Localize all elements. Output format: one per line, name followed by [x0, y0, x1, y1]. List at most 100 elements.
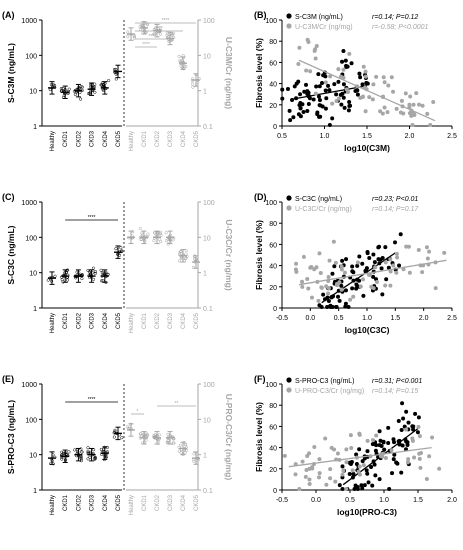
scatter-y-tick-label: 100	[265, 18, 277, 25]
scatter-point	[317, 457, 322, 462]
scatter-point	[348, 297, 353, 302]
scatter-point	[342, 270, 347, 275]
data-point	[184, 64, 188, 68]
data-point	[112, 435, 116, 439]
data-point	[191, 85, 195, 89]
scatter-point	[417, 451, 422, 456]
data-point	[191, 265, 196, 269]
data-point	[126, 35, 130, 39]
scatter-point	[282, 453, 287, 458]
scatter-point	[341, 48, 346, 53]
category-label: CKD1	[63, 130, 69, 147]
scatter-point	[394, 460, 399, 465]
scatter-point	[341, 82, 346, 87]
scatter-point	[342, 105, 347, 110]
category-label: CKD5	[194, 494, 200, 511]
data-point	[67, 87, 71, 91]
scatter-point	[326, 275, 331, 280]
data-point	[125, 425, 130, 429]
scatter-x-tick-label: 1.0	[379, 497, 389, 504]
scatter-point	[316, 298, 321, 303]
scatter-point	[320, 80, 325, 85]
scatter-point	[362, 483, 367, 488]
scatter-point	[340, 475, 345, 480]
data-point	[46, 278, 50, 282]
scatter-point	[374, 433, 379, 438]
scatter-point	[374, 74, 379, 79]
scatter-point	[337, 298, 342, 303]
scatter-point	[416, 247, 421, 252]
scatter-point	[357, 254, 362, 259]
scatter-point	[326, 83, 331, 88]
scatter-y-tick-label: 60	[269, 60, 277, 67]
data-point	[114, 67, 118, 71]
scatter-point	[334, 92, 339, 97]
data-point	[53, 274, 57, 278]
scatter-point	[412, 455, 417, 460]
data-point	[183, 257, 187, 261]
data-point	[119, 246, 123, 250]
scatter-point	[347, 100, 352, 105]
scatter-point	[351, 294, 356, 299]
panel-label: (A)	[2, 10, 15, 20]
scatter-x-title: log10(C3C)	[345, 325, 390, 335]
category-label: Healthy	[129, 495, 135, 515]
data-point	[49, 83, 53, 87]
scatter-point	[292, 84, 297, 89]
scatter-point	[327, 258, 332, 263]
scatter-point	[305, 277, 310, 282]
legend-label: U-C3M/Cr (ng/mg)	[295, 24, 353, 31]
scatter-point	[372, 260, 377, 265]
legend-marker	[286, 13, 292, 19]
scatter-point	[355, 485, 360, 490]
scatter-point	[344, 486, 349, 491]
scatter-point	[323, 88, 328, 93]
regression-line	[298, 259, 447, 286]
scatter-point	[326, 291, 331, 296]
data-point	[144, 433, 148, 437]
left-tick-label: 10	[29, 89, 37, 96]
scatter-point	[325, 304, 330, 309]
data-point	[86, 268, 90, 273]
scatter-x-tick-label: 2.0	[419, 315, 429, 322]
scatter-point	[417, 434, 422, 439]
scatter-x-tick-label: 2.5	[447, 133, 457, 140]
legend-marker	[286, 377, 292, 383]
data-point	[178, 250, 183, 254]
right-tick-label: 100	[203, 382, 215, 389]
regression-line	[288, 446, 432, 468]
scatter-point	[340, 258, 345, 263]
scatter-point	[307, 451, 312, 456]
scatter-point	[303, 474, 308, 479]
data-point	[164, 239, 169, 243]
scatter-point	[369, 465, 374, 470]
scatter-point	[389, 75, 394, 80]
scatter-point	[424, 477, 429, 482]
data-point	[79, 97, 83, 101]
scatter-point	[414, 91, 419, 96]
legend-stat: r=0.23; P<0.01	[372, 196, 418, 203]
scatter-point	[358, 284, 363, 289]
scatter-point	[415, 430, 420, 435]
scatter-y-tick-label: 80	[269, 403, 277, 410]
data-point	[88, 91, 92, 96]
data-point	[67, 450, 71, 454]
category-label: CKD4	[103, 494, 109, 511]
data-point	[157, 237, 161, 241]
scatter-point	[298, 92, 303, 97]
scatter-point	[411, 424, 416, 429]
scatter-point	[341, 95, 346, 100]
scatter-point	[370, 438, 375, 443]
scatter-point	[314, 44, 319, 49]
scatter-point	[361, 64, 366, 69]
scatter-x-title: log10(PRO-C3)	[337, 507, 397, 517]
scatter-point	[319, 285, 324, 290]
scatter-point	[386, 440, 391, 445]
scatter-point	[397, 263, 402, 268]
legend-stat: r=-0.58; P<0.0001	[372, 24, 429, 31]
legend-marker	[286, 205, 292, 211]
data-point	[165, 33, 169, 37]
category-label: CKD3	[168, 130, 174, 147]
scatter-point	[408, 94, 413, 99]
scatter-point	[348, 103, 353, 108]
